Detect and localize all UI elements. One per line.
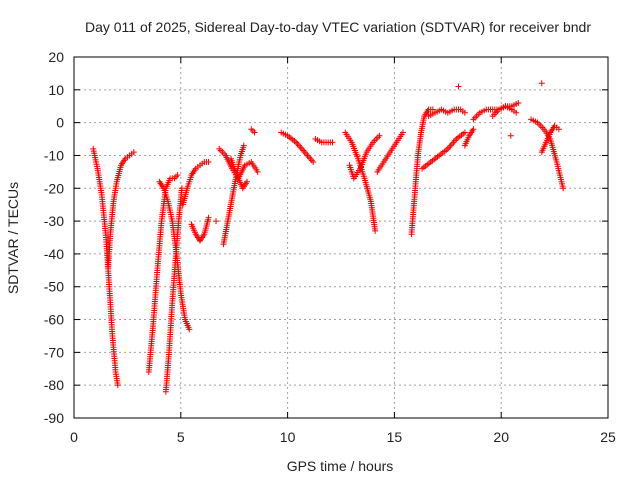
data-point [399, 129, 406, 136]
data-point [205, 214, 212, 221]
chart-title: Day 011 of 2025, Sidereal Day-to-day VTE… [85, 19, 591, 35]
data-point [372, 227, 379, 234]
data-point [251, 129, 258, 136]
data-point [515, 99, 522, 106]
data-point [240, 142, 247, 149]
data-point [114, 382, 121, 389]
data-point [174, 172, 181, 179]
data-point [376, 132, 383, 139]
data-point [507, 132, 514, 139]
data-point [461, 109, 468, 116]
data-point [205, 159, 212, 166]
y-tick-label: -20 [44, 180, 64, 196]
tick-layer: 0 5 10 15 20 25 -90 -80 -70 -60 -50 -40 -30 -20 -10 0 10… [44, 49, 616, 445]
y-tick-label: -10 [44, 147, 64, 163]
data-point [310, 159, 317, 166]
data-point [455, 83, 462, 90]
y-tick-label: -70 [44, 344, 64, 360]
y-axis-title: SDTVAR / TECUs [5, 182, 21, 294]
y-tick-label: 10 [48, 82, 64, 98]
data-point [461, 129, 468, 136]
y-tick-label: -80 [44, 377, 64, 393]
data-point [254, 168, 261, 175]
y-tick-label: 20 [48, 49, 64, 65]
x-tick-label: 0 [70, 429, 78, 445]
data-point [130, 149, 137, 156]
plot-frame [73, 56, 609, 419]
x-tick-label: 25 [600, 429, 616, 445]
grid-layer [74, 57, 608, 418]
data-point [560, 185, 567, 192]
data-point [555, 126, 562, 133]
x-tick-label: 15 [387, 429, 403, 445]
y-tick-label: -60 [44, 312, 64, 328]
data-point [178, 185, 185, 192]
data-point [538, 80, 545, 87]
data-point [470, 126, 477, 133]
data-point [329, 139, 336, 146]
data-point [186, 326, 193, 333]
y-tick-label: 0 [56, 115, 64, 131]
data-point [213, 218, 220, 225]
y-tick-label: -90 [44, 410, 64, 426]
x-tick-label: 20 [493, 429, 509, 445]
points-layer [90, 80, 567, 395]
y-tick-label: -30 [44, 213, 64, 229]
x-tick-label: 5 [177, 429, 185, 445]
x-axis-title: GPS time / hours [287, 458, 394, 474]
y-tick-label: -40 [44, 246, 64, 262]
data-point [513, 109, 520, 116]
data-point [244, 178, 251, 185]
y-tick-label: -50 [44, 279, 64, 295]
x-tick-label: 10 [280, 429, 296, 445]
